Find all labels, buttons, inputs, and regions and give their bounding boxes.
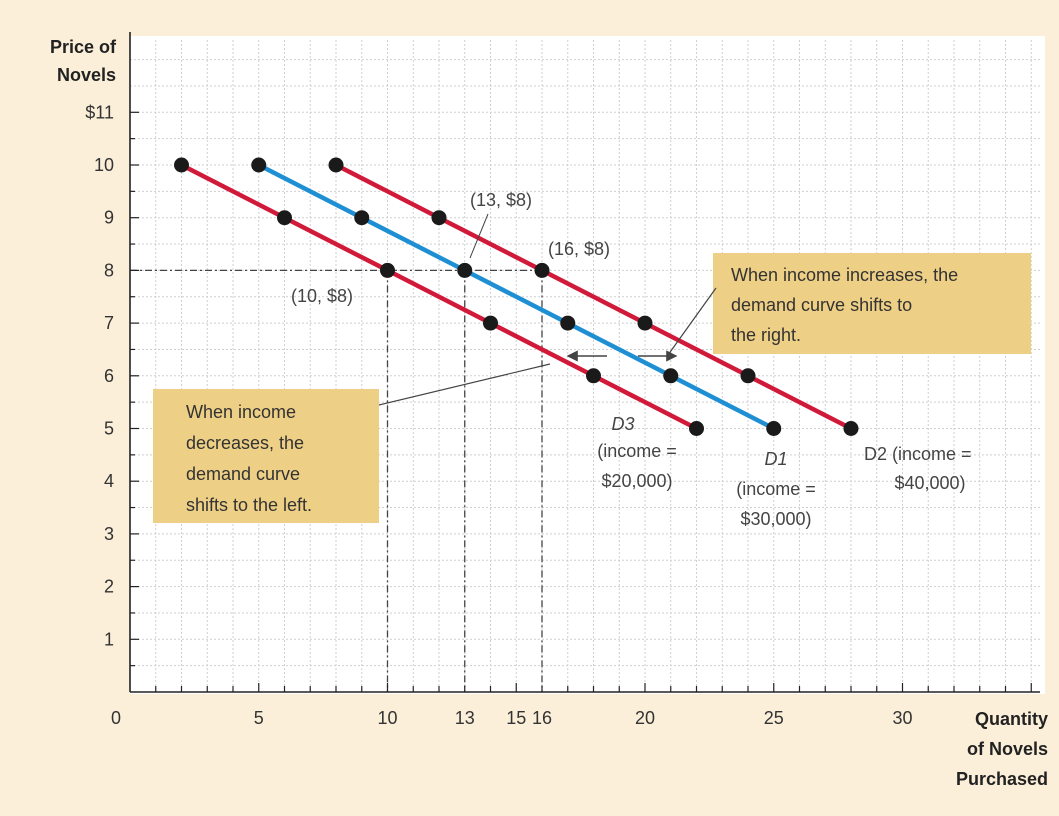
y-tick-label: 7 [104,313,114,333]
point-label: (16, $8) [548,239,610,259]
annotation-decrease-line: When income [186,402,296,422]
label-d1-amount: $30,000) [740,509,811,529]
data-point [277,210,292,226]
x-axis-title: of Novels [967,739,1048,759]
x-tick-label: 25 [764,708,784,728]
x-tick-label: 10 [377,708,397,728]
x-tick-label: 5 [254,708,264,728]
data-point [843,421,859,436]
label-d1-income: (income = [736,479,816,499]
y-tick-label: 6 [104,366,114,386]
leader-decrease [378,363,551,406]
data-point [534,262,550,278]
y-tick-label: 3 [104,524,114,544]
labels-group: (10, $8) (13, $8) (16, $8) D3 (income = $20,0… [153,190,1031,529]
data-point [689,421,704,436]
data-point [431,210,447,226]
x-axis-title: Quantity [975,709,1048,729]
label-d3-income: (income = [597,441,677,461]
y-tick-label: 8 [104,260,114,280]
axes: 1 2 3 4 5 6 7 8 9 10 $11 0 5 10 13 15 16 20 25 30 Price of No… [50,32,1048,789]
data-point [766,421,782,436]
data-point [457,262,473,278]
label-d3-name: D3 [611,414,634,434]
x-tick-label: 15 [506,708,526,728]
data-point [586,368,601,384]
y-tick-label: 4 [104,471,114,491]
y-tick-label: 9 [104,208,114,228]
x-tick-label: 20 [635,708,655,728]
leader-increase [667,287,717,356]
y-axis-title: Price of [50,37,117,57]
data-point [328,157,344,173]
plot-area [130,36,1045,694]
x-tick-label: 16 [532,708,552,728]
demand-curve-line-0 [179,162,699,431]
label-d1-name: D1 [764,449,787,469]
annotation-increase-line: When income increases, the [731,265,958,285]
y-axis-title: Novels [57,65,116,85]
annotation-increase-line: demand curve shifts to [731,295,912,315]
series-group [174,157,859,436]
x-tick-label: 13 [455,708,475,728]
label-d3-amount: $20,000) [601,471,672,491]
data-point [560,315,576,331]
data-point [483,315,498,331]
annotation-decrease-line: demand curve [186,464,300,484]
data-point [740,368,756,384]
x-axis-title: Purchased [956,769,1048,789]
demand-curve-line-2 [333,162,854,431]
annotation-decrease-line: decreases, the [186,433,304,453]
data-point [174,157,189,173]
annotation-increase-line: the right. [731,325,801,345]
demand-curve-line-1 [256,162,776,431]
point-label: (10, $8) [291,286,353,306]
grid [130,40,1040,692]
annotation-box-decrease [153,389,379,523]
y-tick-label-top: $11 [85,102,114,122]
leader-13-8 [469,213,489,259]
annotation-box-increase [713,253,1031,354]
data-point [637,315,653,331]
x-tick-label: 0 [111,708,121,728]
annotation-decrease-line: shifts to the left. [186,495,312,515]
label-d2-name: D2 (income = [864,444,972,464]
data-point [251,157,267,173]
guide-lines [130,269,543,692]
data-point [354,210,370,226]
y-tick-label: 2 [104,577,114,597]
label-d2-amount: $40,000) [894,473,965,493]
point-label: (13, $8) [470,190,532,210]
x-tick-label: 30 [892,708,912,728]
y-tick-label: 10 [94,155,114,175]
data-point [380,262,395,278]
data-point [663,368,679,384]
y-tick-label: 1 [104,629,114,649]
y-tick-label: 5 [104,419,114,439]
